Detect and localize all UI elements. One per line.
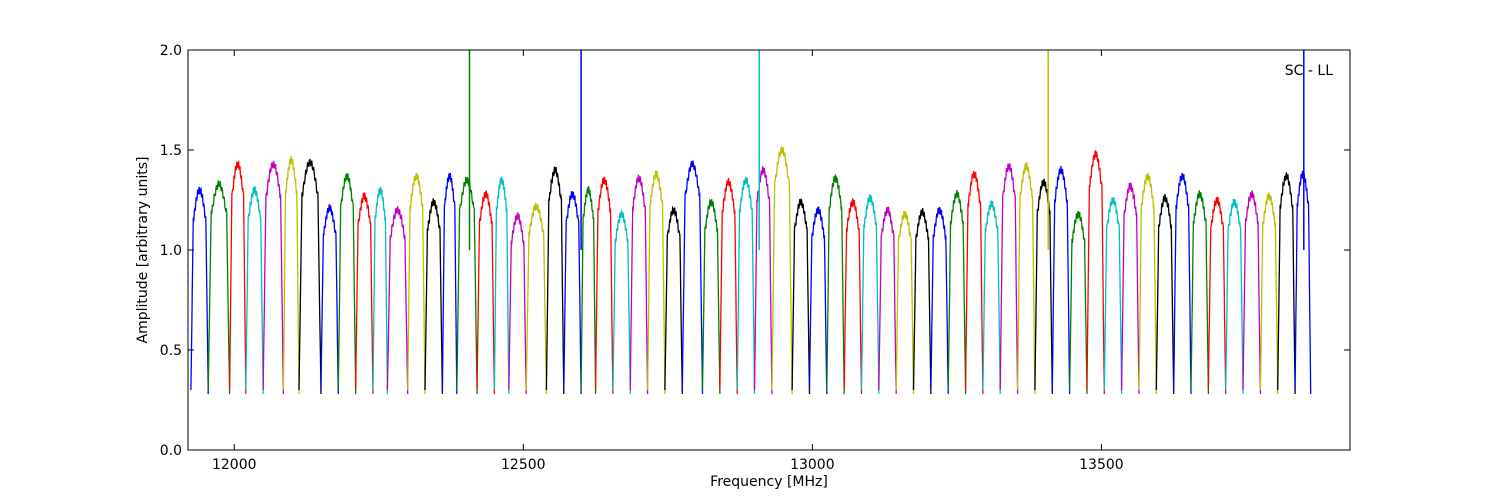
channel-series-35 [791, 198, 811, 395]
channel-series-42 [912, 208, 932, 395]
x-tick-label: 12500 [501, 457, 546, 473]
channel-series-17 [476, 190, 496, 395]
channel-series-49 [1034, 178, 1053, 395]
channel-series-14 [424, 198, 444, 395]
x-tick-label: 12000 [212, 457, 257, 473]
y-tick-label: 1.0 [160, 243, 182, 259]
channel-series-5 [262, 160, 285, 395]
channel-series-40 [878, 206, 897, 395]
channel-series-31 [719, 178, 738, 395]
channel-series-43 [930, 206, 949, 395]
channel-series-44 [947, 190, 967, 395]
channel-series-3 [228, 159, 247, 395]
y-axis-ticks: 0.0 0.5 1.0 1.5 2.0 [160, 43, 1350, 459]
channel-series-8 [320, 204, 339, 395]
channel-series-63 [1277, 172, 1296, 395]
channel-series-51 [1068, 210, 1088, 395]
channel-series-11 [372, 186, 389, 395]
channel-series-56 [1155, 194, 1175, 395]
channel-series-57 [1173, 172, 1192, 395]
y-axis-label: Amplitude [arbitrary units] [135, 157, 151, 344]
channel-series-55 [1138, 172, 1157, 395]
channel-series-27 [646, 170, 666, 395]
channel-series-4 [245, 186, 264, 395]
channel-series-25 [612, 209, 631, 395]
channel-series-7 [298, 158, 322, 395]
y-tick-label: 0.0 [160, 443, 182, 459]
channel-series-18 [493, 176, 510, 395]
channel-series-33 [753, 166, 773, 395]
channel-series-47 [999, 162, 1019, 395]
channel-series-9 [337, 173, 357, 395]
channel-series-20 [525, 202, 548, 395]
channel-series-21 [545, 166, 565, 395]
channel-series-23 [580, 186, 597, 395]
y-tick-label: 2.0 [160, 43, 182, 59]
channel-series-59 [1207, 196, 1227, 395]
channel-series-6 [282, 155, 300, 395]
y-tick-label: 0.5 [160, 343, 182, 359]
channel-series-60 [1225, 198, 1244, 395]
series-layer [190, 50, 1312, 395]
channel-series-37 [826, 174, 845, 395]
channel-series-1 [190, 186, 209, 395]
channel-series-29 [681, 160, 704, 395]
channel-series-61 [1242, 190, 1262, 395]
channel-series-12 [386, 206, 409, 395]
channel-series-15 [441, 172, 458, 395]
channel-series-30 [701, 198, 721, 395]
channel-series-46 [982, 200, 1001, 395]
channel-series-39 [860, 194, 880, 395]
channel-series-50 [1051, 165, 1071, 395]
channel-series-36 [808, 206, 828, 395]
x-axis-label: Frequency [MHz] [710, 474, 828, 490]
channel-series-58 [1190, 190, 1210, 395]
x-axis-ticks: 12000 12500 13000 13500 [212, 50, 1124, 473]
channel-series-41 [895, 210, 915, 395]
chart-annotation: SC - LL [1285, 63, 1333, 79]
channel-series-52 [1086, 150, 1105, 395]
channel-series-13 [407, 172, 426, 395]
y-tick-label: 1.5 [160, 143, 182, 159]
channel-series-48 [1016, 162, 1036, 395]
channel-series-53 [1103, 197, 1123, 395]
channel-series-64 [1294, 170, 1312, 395]
channel-series-32 [736, 176, 756, 395]
channel-series-28 [664, 205, 683, 395]
channel-series-54 [1120, 182, 1140, 395]
channel-series-26 [629, 173, 649, 395]
channel-series-34 [771, 145, 793, 395]
channel-series-22 [563, 191, 582, 395]
channel-series-10 [355, 192, 374, 395]
channel-series-45 [964, 170, 984, 395]
channel-series-16 [456, 176, 478, 395]
channel-series-38 [843, 198, 863, 395]
x-tick-label: 13500 [1079, 457, 1124, 473]
x-tick-label: 13000 [790, 457, 835, 473]
channel-series-24 [594, 176, 614, 395]
channel-series-19 [508, 212, 527, 395]
channel-series-2 [207, 180, 231, 395]
channel-series-62 [1259, 192, 1279, 395]
